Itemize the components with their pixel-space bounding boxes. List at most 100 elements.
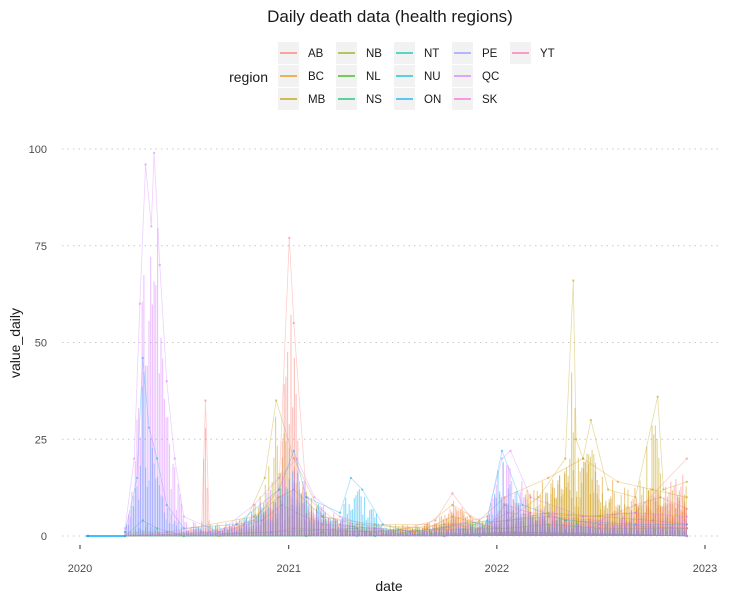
point-on-7 — [235, 523, 238, 526]
legend-label: NS — [366, 94, 382, 106]
point-ab-12 — [434, 519, 437, 522]
legend-entry-ab: AB — [278, 42, 324, 64]
series-spikes-nb — [129, 514, 687, 536]
series-spikes-sk — [126, 502, 687, 536]
point-nb-5 — [506, 519, 509, 522]
series-line-ns — [124, 516, 687, 537]
legend-label: SK — [482, 94, 498, 106]
legend-label: QC — [482, 71, 499, 83]
point-ab-4 — [208, 530, 211, 534]
point-ab-2 — [200, 530, 203, 534]
legend-entry-pe: PE — [452, 42, 498, 64]
point-bc-14 — [651, 488, 654, 491]
point-qc-9 — [182, 515, 185, 518]
point-nu-2 — [513, 530, 516, 534]
point-sk-15 — [685, 507, 688, 511]
point-yt-1 — [443, 534, 446, 538]
point-mb-16 — [606, 488, 610, 491]
series-line-bc — [125, 458, 687, 533]
point-qc-15 — [338, 515, 342, 518]
point-mb-11 — [564, 457, 567, 460]
series-spikes-bc — [124, 461, 687, 536]
point-on-4 — [155, 457, 159, 460]
point-on-10 — [305, 496, 308, 499]
point-mb-9 — [495, 527, 499, 530]
point-nb-7 — [598, 515, 602, 518]
point-on-5 — [165, 503, 168, 507]
point-qc-23 — [634, 511, 637, 514]
x-tick-label: 2021 — [276, 563, 300, 575]
point-ns-8 — [598, 523, 602, 526]
legend: region AB BC MB NB NL NS NT NU ON PE QC SK YT — [229, 42, 555, 110]
point-ab-1 — [165, 530, 168, 534]
series-line-nu — [88, 531, 687, 537]
y-tick-label: 75 — [35, 241, 47, 253]
legend-label: AB — [308, 48, 324, 60]
legend-entry-on: ON — [394, 88, 441, 110]
legend-entry-bc: BC — [278, 65, 324, 87]
series-spikes-pe — [480, 532, 686, 536]
series-line-on — [124, 357, 687, 533]
grid — [62, 148, 722, 537]
point-ab-20 — [685, 457, 688, 460]
point-sk-8 — [451, 523, 454, 526]
point-mb-1 — [243, 523, 246, 526]
series-spikes-nt — [444, 532, 684, 536]
point-bc-11 — [547, 476, 550, 480]
point-sk-11 — [547, 515, 550, 518]
legend-entry-ns: NS — [336, 88, 382, 110]
y-axis-title: value_daily — [7, 308, 23, 378]
point-mb-3 — [275, 399, 278, 402]
point-ab-10 — [338, 523, 342, 526]
x-axis: 2020 2021 2022 2023 — [68, 545, 717, 575]
series-qc — [123, 151, 688, 536]
point-bc-2 — [252, 515, 256, 518]
point-nb-2 — [292, 527, 295, 530]
series-spikes-mb — [220, 372, 687, 536]
point-mb-19 — [662, 488, 665, 491]
point-qc-17 — [426, 530, 429, 534]
point-nb-4 — [443, 523, 446, 526]
point-on-9 — [292, 449, 295, 453]
legend-entry-nt: NT — [394, 42, 439, 64]
legend-entry-qc: QC — [452, 65, 499, 87]
point-ns-9 — [685, 527, 688, 530]
legend-label: NB — [366, 48, 382, 60]
point-mb-17 — [634, 496, 637, 499]
point-bc-4 — [292, 488, 295, 491]
legend-label: NU — [424, 71, 441, 83]
series-line-yt — [88, 531, 687, 537]
series-spikes-nl — [307, 524, 687, 536]
point-sk-10 — [506, 511, 509, 514]
point-on-11 — [338, 511, 342, 514]
point-ab-16 — [503, 503, 506, 507]
series-spikes-nu — [361, 532, 684, 536]
point-bc-7 — [426, 523, 429, 526]
point-qc-21 — [529, 496, 532, 499]
point-sk-4 — [295, 511, 298, 514]
point-mb-7 — [426, 527, 429, 530]
point-ab-5 — [252, 519, 256, 522]
series-nb — [123, 511, 688, 538]
point-sk-5 — [321, 523, 324, 526]
point-bc-3 — [277, 496, 281, 499]
point-sk-3 — [280, 503, 284, 507]
point-bc-9 — [478, 519, 481, 522]
series-spikes-ab — [126, 314, 687, 536]
point-on-18 — [521, 503, 524, 507]
series-line-sk — [125, 496, 687, 537]
point-qc-4 — [150, 225, 153, 228]
point-qc-14 — [313, 496, 316, 499]
point-nl-4 — [547, 523, 550, 526]
point-yt-3 — [685, 534, 688, 538]
point-on-21 — [685, 523, 688, 526]
point-nl-1 — [305, 534, 308, 538]
point-on-14 — [381, 523, 384, 526]
point-ab-15 — [486, 527, 489, 530]
point-bc-8 — [451, 503, 454, 507]
legend-label: NL — [366, 71, 381, 83]
point-mb-14 — [581, 457, 585, 460]
point-ab-7 — [288, 236, 291, 240]
point-on-0 — [123, 530, 127, 534]
point-ab-13 — [451, 492, 454, 495]
